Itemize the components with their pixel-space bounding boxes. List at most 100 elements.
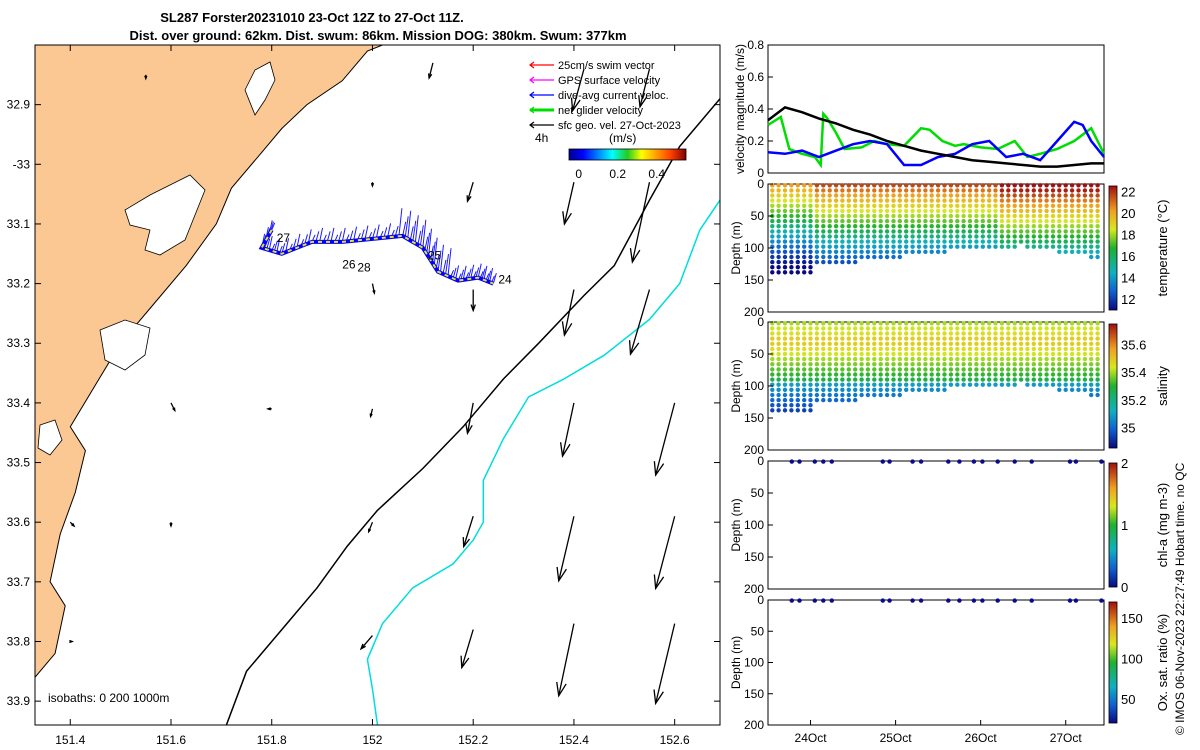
profile-sample xyxy=(884,362,890,367)
profile-sample xyxy=(884,331,890,336)
profile-sample xyxy=(971,459,977,464)
profile-sample xyxy=(955,326,960,331)
velocity-y-tick: 0.8 xyxy=(747,38,764,52)
profile-sample xyxy=(814,213,820,219)
profile-sample xyxy=(878,218,883,224)
profile-sample xyxy=(1012,326,1017,331)
profile-sample xyxy=(859,326,864,331)
profile-sample xyxy=(853,224,858,229)
profile-sample xyxy=(827,259,832,265)
profile-sample xyxy=(789,362,794,367)
profile-sample xyxy=(929,249,934,254)
profile-sample xyxy=(923,321,928,326)
profile-sample xyxy=(1050,351,1056,357)
profile-sample xyxy=(1018,198,1024,203)
profile-sample xyxy=(802,341,807,346)
profile-sample xyxy=(776,356,781,362)
geo-vector-head xyxy=(370,182,375,188)
profile-sample xyxy=(987,351,992,357)
profile-sample xyxy=(1031,188,1037,193)
profile-sample xyxy=(961,183,966,188)
profile-sample xyxy=(802,193,807,198)
profile-sample xyxy=(1025,218,1030,224)
profile-sample xyxy=(1082,239,1088,244)
profile-sample xyxy=(872,341,877,346)
profile-sample xyxy=(961,208,966,214)
profile-sample xyxy=(980,234,985,239)
profile-sample xyxy=(846,367,851,372)
colorbar-tick: 35.4 xyxy=(1121,365,1146,380)
profile-sample xyxy=(904,341,909,346)
profile-sample xyxy=(916,351,922,357)
profile-sample xyxy=(916,387,922,392)
profile-sample xyxy=(865,239,871,244)
profile-sample xyxy=(789,321,794,326)
profile-sample xyxy=(1057,249,1062,254)
profile-sample xyxy=(1069,218,1075,224)
profile-sample xyxy=(814,387,820,392)
profile-sample xyxy=(814,382,820,387)
profile-sample xyxy=(814,224,820,229)
profile-sample xyxy=(808,372,813,377)
profile-sample xyxy=(1038,183,1043,188)
profile-sample xyxy=(967,198,973,203)
colorbar-tick: 1 xyxy=(1121,518,1128,533)
profile-sample xyxy=(999,229,1005,234)
profile-sample xyxy=(995,459,1000,464)
profile-sample xyxy=(897,229,902,234)
profile-sample xyxy=(1069,198,1075,203)
profile-sample xyxy=(1006,203,1011,208)
profile-sample xyxy=(995,598,1000,603)
profile-sample xyxy=(782,249,788,254)
profile-sample xyxy=(808,234,813,239)
profile-sample xyxy=(833,387,839,392)
profile-sample xyxy=(1038,193,1043,198)
profile-sample xyxy=(808,362,813,367)
profile-sample xyxy=(833,331,839,336)
profile-sample xyxy=(872,351,877,357)
profile-sample xyxy=(935,218,941,224)
profile-sample xyxy=(833,239,839,244)
profile-sample xyxy=(935,193,941,198)
profile-sample xyxy=(840,321,845,326)
profile-sample xyxy=(904,351,909,357)
profile-sample xyxy=(1082,203,1088,208)
profile-sample xyxy=(814,372,820,377)
profile-sample xyxy=(1082,218,1088,224)
current-vector xyxy=(437,250,442,272)
profile-sample xyxy=(923,382,928,387)
profile-sample xyxy=(1057,362,1062,367)
geo-vector-head xyxy=(71,522,76,528)
profile-sample xyxy=(872,224,877,229)
profile-sample xyxy=(935,244,941,249)
profile-sample xyxy=(1089,249,1094,254)
profile-sample xyxy=(1063,203,1068,208)
colorbar-tick: 35.6 xyxy=(1121,338,1146,353)
profile-sample xyxy=(782,265,788,270)
profile-sample xyxy=(1082,362,1088,367)
profile-sample xyxy=(1012,193,1017,198)
profile-sample xyxy=(1069,213,1075,219)
profile-sample xyxy=(1050,362,1056,367)
profile-sample xyxy=(948,203,954,208)
profile-sample xyxy=(993,321,998,326)
profile-sample xyxy=(1069,367,1075,372)
profile-sample xyxy=(1095,351,1100,357)
depth-y-tick: 0 xyxy=(757,454,764,468)
profile-sample xyxy=(942,244,947,249)
profile-sample xyxy=(1038,234,1043,239)
profile-sample xyxy=(802,331,807,336)
profile-sample xyxy=(967,208,973,214)
profile-sample xyxy=(891,367,896,372)
profile-sample xyxy=(935,321,941,326)
depth-y-tick: 100 xyxy=(744,518,764,532)
profile-sample xyxy=(1044,346,1049,352)
profile-sample xyxy=(980,326,985,331)
profile-sample xyxy=(878,372,883,377)
profile-sample xyxy=(808,408,813,413)
profile-sample xyxy=(1044,229,1049,234)
profile-sample xyxy=(891,351,896,357)
profile-sample xyxy=(884,234,890,239)
profile-sample xyxy=(770,372,775,377)
